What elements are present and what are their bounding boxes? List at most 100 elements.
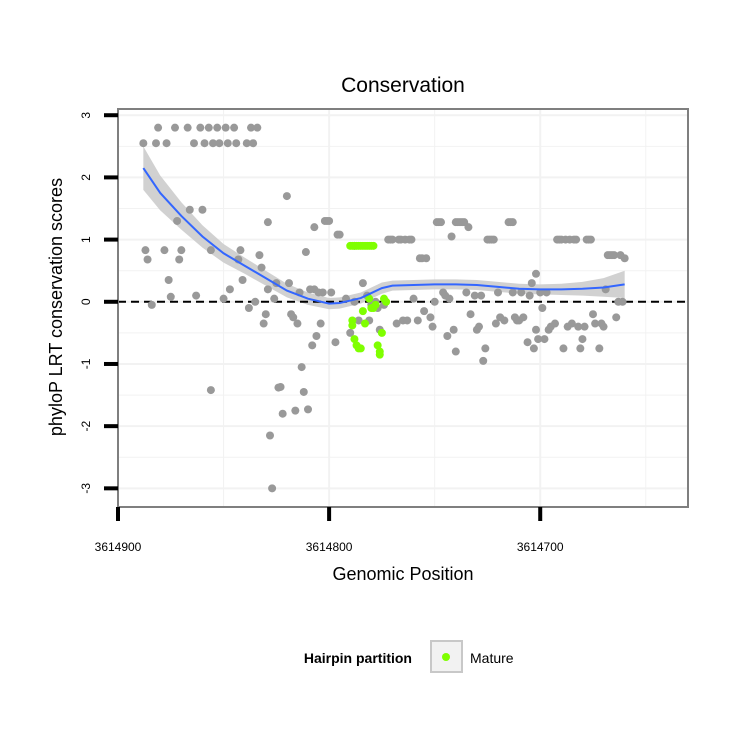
x-tick-label: 3614800 — [306, 540, 353, 554]
data-point — [475, 322, 483, 331]
data-point — [263, 285, 272, 294]
data-point — [517, 288, 526, 297]
mature-point — [373, 341, 382, 350]
data-point — [529, 344, 538, 353]
data-point — [209, 139, 217, 148]
data-point — [451, 347, 460, 356]
mature-point — [350, 335, 359, 344]
data-point — [276, 382, 285, 391]
data-point — [289, 313, 298, 322]
mature-point — [371, 300, 380, 309]
data-point — [420, 307, 429, 316]
data-point — [223, 139, 232, 148]
x-tick-label: 3614700 — [517, 540, 564, 554]
data-point — [551, 319, 559, 328]
data-point — [257, 263, 266, 272]
y-tick-label: -1 — [79, 358, 93, 369]
data-point — [143, 255, 152, 264]
data-point — [162, 139, 171, 148]
data-point — [261, 310, 270, 319]
data-point — [299, 387, 308, 396]
x-axis: 3614900 3614800 3614700 — [95, 507, 564, 554]
data-point — [403, 316, 412, 325]
y-tick-label: 1 — [79, 236, 93, 243]
data-point — [466, 310, 475, 319]
data-point — [160, 246, 169, 255]
data-point — [282, 192, 291, 201]
data-point — [578, 335, 587, 344]
data-point — [536, 288, 545, 297]
legend: Hairpin partition Mature — [304, 640, 514, 673]
data-point — [346, 328, 355, 337]
data-point — [477, 291, 486, 300]
legend-label-mature: Mature — [470, 650, 514, 666]
data-point — [164, 276, 173, 285]
data-point — [293, 319, 302, 328]
y-tick-label: -3 — [79, 483, 93, 494]
data-point — [270, 294, 279, 303]
smooth-line — [142, 167, 625, 305]
data-point — [253, 123, 262, 132]
data-point — [249, 139, 258, 148]
confidence-band-area — [143, 146, 625, 310]
data-point — [215, 139, 224, 148]
data-point — [331, 338, 340, 347]
data-point — [589, 310, 597, 319]
data-point — [481, 344, 490, 353]
data-point — [525, 291, 534, 300]
mature-point — [377, 328, 386, 337]
data-point — [259, 319, 268, 328]
legend-key — [430, 640, 463, 673]
data-point — [392, 319, 401, 328]
data-point — [470, 291, 479, 300]
data-point — [206, 386, 215, 395]
data-point — [268, 484, 277, 493]
y-tick-label: 3 — [79, 112, 93, 119]
data-point — [542, 288, 551, 297]
data-point — [301, 248, 310, 257]
data-point — [247, 123, 255, 132]
y-tick-label: 0 — [79, 298, 93, 305]
data-point — [538, 304, 547, 312]
data-point — [447, 232, 456, 241]
data-point — [327, 288, 336, 297]
data-point — [430, 297, 439, 306]
data-point — [297, 363, 306, 372]
data-point — [236, 246, 245, 255]
data-point — [255, 251, 264, 260]
data-point — [586, 235, 595, 244]
data-point — [230, 123, 239, 132]
data-point — [198, 205, 207, 214]
data-point — [519, 313, 528, 322]
data-point — [464, 223, 473, 232]
data-point — [508, 218, 517, 227]
data-point — [612, 313, 621, 322]
data-point — [141, 246, 150, 255]
data-point — [532, 269, 540, 278]
smooth-curve — [142, 167, 625, 305]
y-tick-label: 2 — [79, 174, 93, 181]
data-point — [166, 292, 175, 301]
data-point — [278, 409, 287, 418]
data-point — [443, 331, 452, 340]
data-point — [422, 254, 431, 263]
chart-title: Conservation — [341, 74, 465, 97]
data-point — [190, 139, 198, 148]
data-point — [572, 235, 581, 244]
data-point — [532, 325, 540, 334]
y-axis-title: phyloP LRT conservation scores — [46, 178, 66, 436]
mature-point — [348, 321, 357, 330]
data-point — [388, 235, 397, 244]
data-point — [540, 335, 549, 344]
data-point — [325, 216, 334, 225]
data-point — [242, 139, 251, 148]
data-point — [219, 294, 228, 303]
mature-point — [375, 350, 384, 359]
data-point — [445, 294, 454, 303]
data-point — [407, 235, 416, 244]
data-point — [232, 139, 241, 148]
data-point — [213, 123, 222, 132]
data-point — [291, 406, 300, 415]
x-axis-title: Genomic Position — [332, 564, 473, 584]
